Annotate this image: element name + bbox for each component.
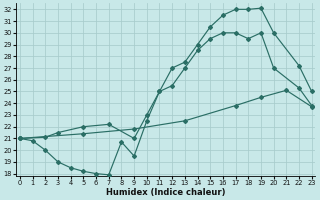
X-axis label: Humidex (Indice chaleur): Humidex (Indice chaleur) — [106, 188, 226, 197]
